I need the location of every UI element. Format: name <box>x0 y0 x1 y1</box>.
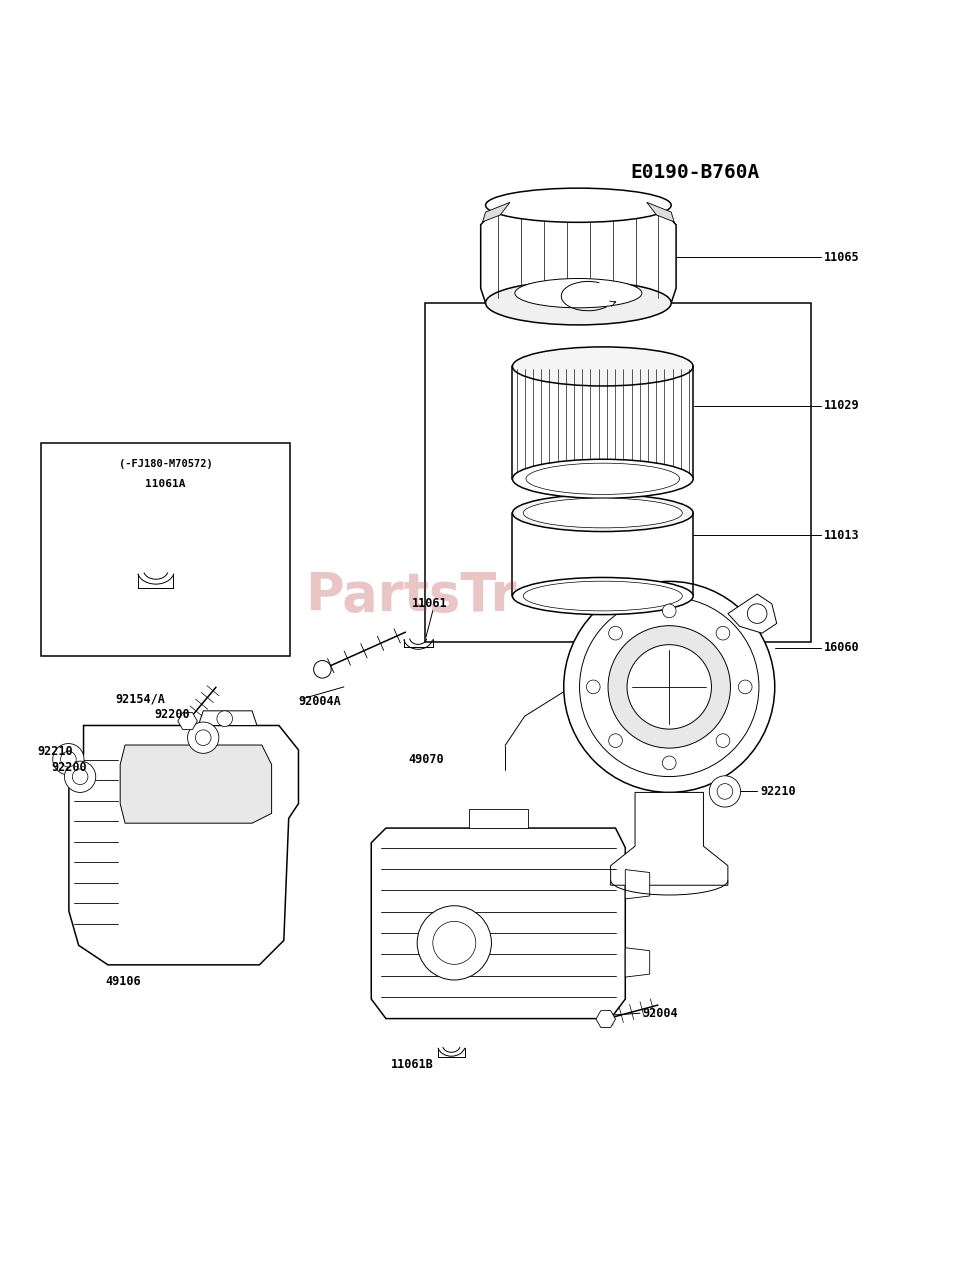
Circle shape <box>195 730 211 745</box>
Ellipse shape <box>513 577 693 614</box>
Polygon shape <box>596 1011 616 1028</box>
Circle shape <box>608 626 731 748</box>
Text: 16060: 16060 <box>824 641 859 654</box>
Circle shape <box>609 626 622 640</box>
Polygon shape <box>68 726 298 965</box>
Circle shape <box>579 598 759 777</box>
Text: (-FJ180-M70572): (-FJ180-M70572) <box>119 460 212 470</box>
Circle shape <box>747 604 767 623</box>
Polygon shape <box>625 869 650 899</box>
Text: 92154/A: 92154/A <box>115 692 165 705</box>
Circle shape <box>72 769 88 785</box>
Circle shape <box>188 722 219 754</box>
Text: 92200: 92200 <box>154 708 190 721</box>
Circle shape <box>717 783 733 799</box>
Text: 92004A: 92004A <box>298 695 341 708</box>
Polygon shape <box>625 947 650 977</box>
Text: 49070: 49070 <box>408 753 444 765</box>
Circle shape <box>417 906 491 980</box>
Bar <box>512 513 693 596</box>
Text: 92200: 92200 <box>52 760 87 773</box>
Circle shape <box>433 922 476 964</box>
Text: 11065: 11065 <box>824 251 859 264</box>
Circle shape <box>314 660 331 678</box>
Polygon shape <box>198 710 257 726</box>
Circle shape <box>217 710 233 727</box>
Circle shape <box>609 733 622 748</box>
Circle shape <box>64 762 96 792</box>
Circle shape <box>709 776 741 808</box>
Polygon shape <box>483 202 510 221</box>
Polygon shape <box>647 202 674 221</box>
Text: 11013: 11013 <box>824 529 859 541</box>
Circle shape <box>739 680 752 694</box>
Circle shape <box>716 626 730 640</box>
Circle shape <box>564 581 775 792</box>
Ellipse shape <box>486 188 671 223</box>
Polygon shape <box>728 594 777 634</box>
Polygon shape <box>371 828 625 1019</box>
Text: E0190-B760A: E0190-B760A <box>630 164 759 183</box>
Polygon shape <box>178 713 197 730</box>
Circle shape <box>61 751 76 767</box>
Ellipse shape <box>513 460 693 498</box>
Ellipse shape <box>513 347 693 387</box>
Circle shape <box>627 645 711 730</box>
Circle shape <box>586 680 600 694</box>
Bar <box>41 443 290 655</box>
Ellipse shape <box>486 280 671 325</box>
Text: 11061B: 11061B <box>391 1059 434 1071</box>
Polygon shape <box>611 792 728 886</box>
Circle shape <box>53 744 84 774</box>
Bar <box>512 366 693 479</box>
Polygon shape <box>481 205 676 303</box>
Ellipse shape <box>524 581 682 611</box>
Text: 11061: 11061 <box>412 598 447 611</box>
Ellipse shape <box>513 494 693 531</box>
Text: 92210: 92210 <box>37 745 72 758</box>
Text: PartsTr: PartsTr <box>305 570 516 622</box>
Text: 92210: 92210 <box>760 785 795 797</box>
Text: 49106: 49106 <box>106 975 141 988</box>
Ellipse shape <box>515 279 642 307</box>
Text: 92004: 92004 <box>643 1006 678 1020</box>
Polygon shape <box>469 809 528 828</box>
Ellipse shape <box>524 498 682 527</box>
Bar <box>425 303 811 643</box>
Text: 11029: 11029 <box>824 399 859 412</box>
Circle shape <box>662 756 676 769</box>
Ellipse shape <box>526 463 680 494</box>
Circle shape <box>662 604 676 618</box>
Text: 11061A: 11061A <box>146 479 186 489</box>
Polygon shape <box>120 745 272 823</box>
Circle shape <box>716 733 730 748</box>
